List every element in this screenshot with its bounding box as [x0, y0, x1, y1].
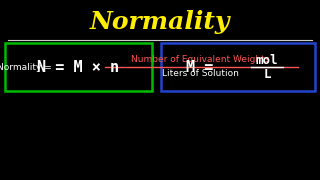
Text: Number of Equivalent Weights: Number of Equivalent Weights: [131, 55, 269, 64]
FancyBboxPatch shape: [5, 43, 152, 91]
Text: Liters of Solution: Liters of Solution: [162, 69, 238, 78]
Text: Normality: Normality: [90, 10, 230, 34]
Text: L: L: [263, 68, 271, 80]
Text: M =: M =: [186, 60, 222, 75]
Text: N = M × n: N = M × n: [37, 60, 120, 75]
FancyBboxPatch shape: [161, 43, 315, 91]
Text: mol: mol: [256, 53, 278, 66]
Text: Normality =: Normality =: [0, 64, 55, 73]
